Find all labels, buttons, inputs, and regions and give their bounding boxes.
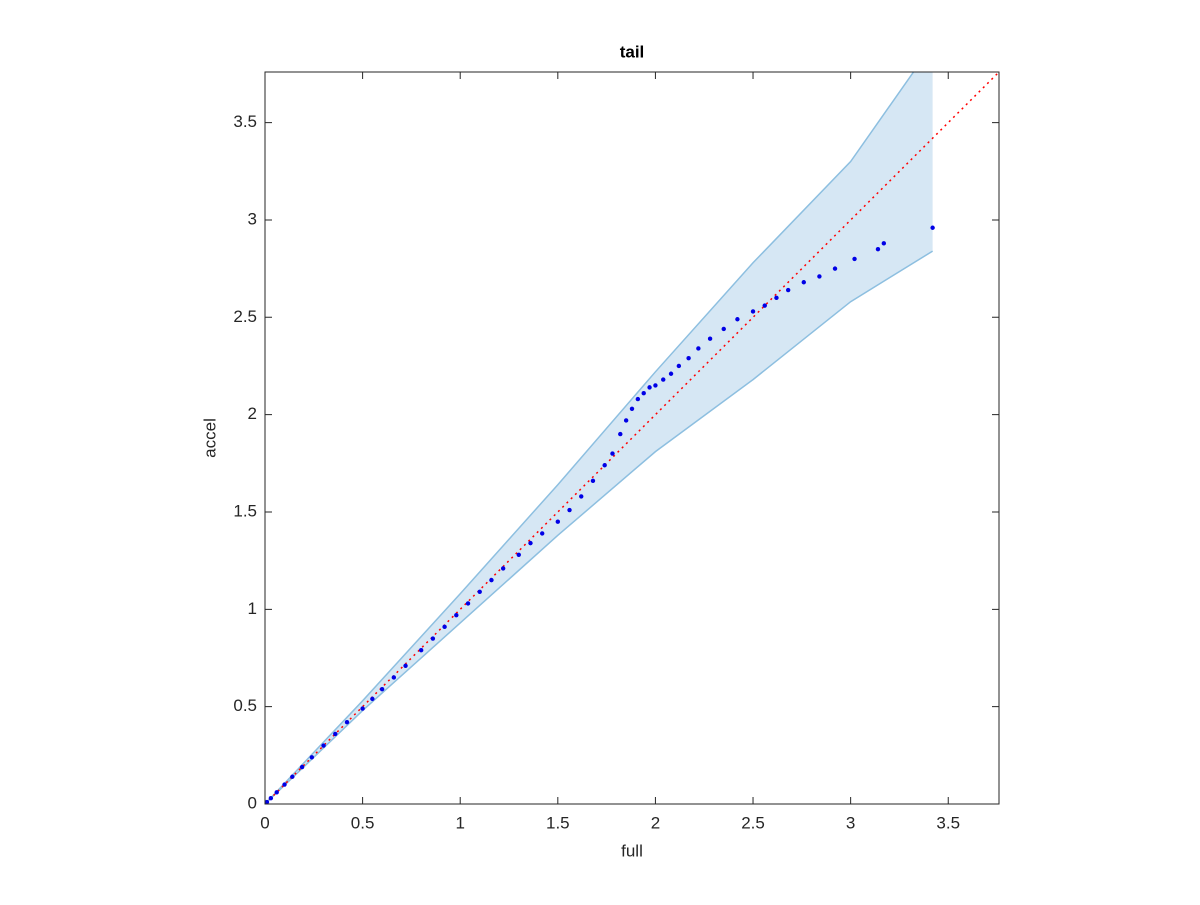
data-point <box>930 225 935 230</box>
data-point <box>610 451 615 456</box>
data-point <box>290 774 295 779</box>
x-tick-label: 1.5 <box>546 813 570 832</box>
data-point <box>442 624 447 630</box>
data-point <box>817 274 822 279</box>
data-point <box>668 371 674 376</box>
data-point <box>555 519 561 524</box>
data-point <box>282 782 287 787</box>
data-point <box>801 280 806 285</box>
data-point <box>647 385 652 390</box>
data-point <box>379 686 385 692</box>
data-point <box>579 494 584 499</box>
data-point <box>403 663 408 668</box>
data-point <box>676 363 682 369</box>
data-point <box>590 478 596 484</box>
y-tick-label: 0.5 <box>233 696 257 715</box>
x-tick-label: 3.5 <box>936 813 960 832</box>
data-point <box>477 589 482 594</box>
data-point <box>344 720 350 725</box>
data-point <box>274 790 279 795</box>
data-point <box>370 696 375 702</box>
y-axis-label: accel <box>200 418 219 458</box>
x-tick-label: 3 <box>846 813 855 832</box>
data-point <box>629 406 635 411</box>
data-point <box>391 675 397 680</box>
data-point <box>721 326 726 332</box>
y-tick-label: 2.5 <box>233 307 257 326</box>
y-tick-label: 3.5 <box>233 112 257 131</box>
y-tick-label: 2 <box>248 404 257 423</box>
data-point <box>333 731 338 737</box>
data-point <box>653 383 658 388</box>
data-point <box>735 317 740 322</box>
data-point <box>707 336 713 341</box>
data-point <box>785 287 791 293</box>
y-tick-label: 1 <box>248 599 257 618</box>
data-point <box>696 346 701 351</box>
data-point <box>299 764 305 770</box>
data-point <box>832 266 838 271</box>
data-point <box>852 256 857 262</box>
axes-box <box>264 71 1000 805</box>
data-point <box>774 295 779 301</box>
data-point <box>528 540 533 546</box>
y-tick-label: 3 <box>248 209 257 228</box>
data-point <box>618 431 623 437</box>
data-point <box>465 601 471 606</box>
x-tick-label: 1 <box>455 813 464 832</box>
data-point <box>881 241 887 246</box>
data-point <box>641 391 646 396</box>
data-point <box>489 577 494 583</box>
data-point <box>418 648 424 653</box>
data-point <box>686 355 691 361</box>
data-point <box>623 418 629 423</box>
chart-title: tail <box>620 42 645 61</box>
data-point <box>635 396 641 402</box>
data-point <box>430 636 436 641</box>
y-tick-label: 1.5 <box>233 501 257 520</box>
data-point <box>309 755 315 760</box>
y-tick-label: 0 <box>248 793 257 812</box>
data-point <box>661 377 666 382</box>
plot-layer <box>265 72 999 804</box>
data-point <box>750 309 756 314</box>
data-point <box>762 303 767 308</box>
x-tick-label: 2 <box>651 813 660 832</box>
x-tick-label: 2.5 <box>741 813 765 832</box>
data-point <box>265 799 270 804</box>
data-point <box>567 507 572 513</box>
x-tick-label: 0 <box>260 813 269 832</box>
data-point <box>500 566 506 571</box>
axes: 0 0.5 1 1.5 2 2.5 3 3.5 0 0.5 1 1.5 2 2.5 3 3.5 <box>233 71 1000 832</box>
data-point <box>321 743 326 748</box>
data-point <box>454 612 459 618</box>
data-point <box>540 531 545 536</box>
data-point <box>875 246 881 252</box>
data-point <box>360 706 365 711</box>
x-axis-label: full <box>621 841 643 860</box>
band-edge <box>265 72 915 804</box>
data-point <box>516 552 521 558</box>
band-edge <box>265 250 934 804</box>
x-tick-label: 0.5 <box>351 813 375 832</box>
data-point <box>602 463 607 468</box>
data-point <box>268 795 274 801</box>
